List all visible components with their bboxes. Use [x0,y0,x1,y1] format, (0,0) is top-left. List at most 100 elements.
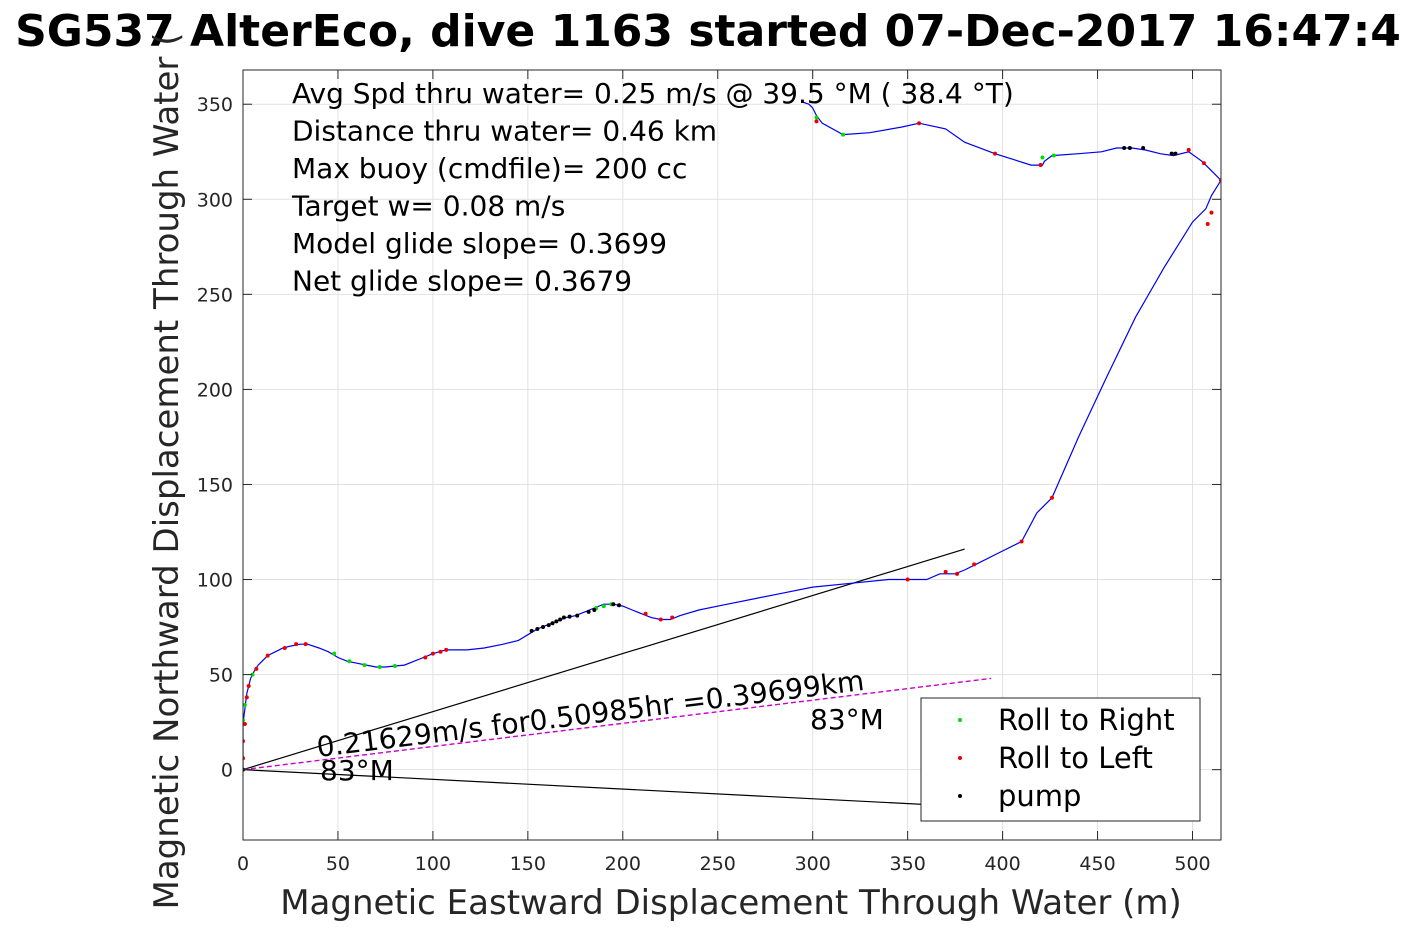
heading-line [243,548,965,771]
pump-marker [1169,151,1174,156]
legend-label: Roll to Left [998,741,1153,775]
track-markers [243,115,1221,772]
pump-marker [617,603,622,608]
roll-left-marker [955,571,960,576]
x-tick-label: 150 [510,853,546,875]
annotation-line: Net glide slope= 0.3679 [292,265,632,298]
pump-marker [550,621,555,626]
roll-right-marker [841,132,846,137]
roll-left-marker [1049,495,1054,500]
pump-marker [586,609,591,614]
roll-left-marker [658,617,663,622]
chart-title: SG537 AlterEco, dive 1163 started 07-Dec… [15,6,1401,57]
roll-left-marker [1201,161,1206,166]
legend-marker [958,718,962,722]
x-tick-label: 0 [237,853,249,875]
roll-left-marker [244,695,249,700]
roll-right-marker [347,659,352,664]
annotation-line: Model glide slope= 0.3699 [292,227,667,260]
roll-left-marker [430,651,435,656]
x-tick-label: 250 [700,853,736,875]
legend-marker [958,756,962,760]
pump-marker [561,615,566,620]
roll-right-marker [1040,155,1045,160]
pump-marker [1173,151,1178,156]
roll-left-marker [1205,222,1210,226]
pump-marker [575,613,580,618]
annotation-line: Target w= 0.08 m/s [291,190,565,223]
annotation-block: Avg Spd thru water= 0.25 m/s @ 39.5 °M (… [291,77,1014,298]
roll-left-marker [1186,147,1191,152]
x-tick-label: 200 [605,853,641,875]
legend-marker [958,794,962,798]
roll-right-marker [250,672,255,677]
x-tick-label: 450 [1079,853,1115,875]
roll-right-marker [377,664,382,669]
plot-frame [242,69,1222,841]
legend-box [920,697,1201,822]
x-tick-label: 100 [415,853,451,875]
x-axis-label: Magnetic Eastward Displacement Through W… [280,883,1182,923]
heading-label-start: 83°M [320,754,394,787]
roll-left-marker [438,649,443,654]
x-tick-label: 50 [326,853,350,875]
roll-left-marker [444,647,449,652]
pump-marker [1122,145,1127,150]
current-line [243,677,992,771]
roll-left-marker [972,562,977,567]
roll-left-marker [670,615,675,620]
annotation-line: Distance thru water= 0.46 km [292,115,717,148]
pump-marker [1127,145,1132,150]
roll-right-marker [392,664,397,669]
pump-marker [558,617,563,622]
x-tick-label: 400 [984,853,1020,875]
y-tick-label: 50 [209,665,233,687]
roll-left-marker [1038,163,1043,168]
roll-left-marker [246,684,251,688]
current-vector [243,677,992,771]
pump-marker [529,628,534,633]
roll-right-marker [332,651,337,656]
roll-right-marker [243,703,247,708]
x-tick-label: 350 [890,853,926,875]
annotation-line: Max buoy (cmdfile)= 200 cc [292,152,687,185]
roll-left-marker [814,119,819,124]
y-tick-label: 150 [197,474,233,496]
roll-left-marker [643,611,648,616]
heading-line [243,769,988,809]
pump-marker [546,623,551,628]
pump-marker [1141,145,1146,150]
legend: Roll to Right Roll to Left pump [920,697,1201,822]
axis-ticks [242,70,1221,840]
pump-marker [541,625,546,630]
x-tick-label: 300 [795,853,831,875]
roll-right-marker [601,604,606,609]
roll-right-marker [1051,153,1056,158]
y-tick-label: 250 [197,284,233,306]
y-tick-label: 200 [197,379,233,401]
roll-left-marker [294,642,299,647]
roll-right-marker [362,663,367,668]
roll-left-marker [303,642,308,647]
x-tick-label: 500 [1174,853,1210,875]
legend-label: Roll to Right [998,703,1175,737]
roll-right-marker [814,115,819,120]
roll-left-marker [1019,539,1024,544]
heading-label-end: 83°M [810,703,884,736]
roll-left-marker [993,151,998,156]
pump-marker [611,602,616,607]
legend-label: pump [998,779,1081,813]
roll-left-marker [1209,210,1214,215]
roll-left-marker [943,569,948,574]
roll-left-marker [282,645,287,650]
pump-marker [535,626,540,631]
pump-marker [567,614,572,619]
roll-left-marker [917,121,922,126]
roll-left-marker [265,653,270,658]
y-tick-label: 300 [197,189,233,211]
y-tick-labels: 0 50 100 150 200 250 300 350 [197,94,233,781]
y-tick-label: 350 [197,94,233,116]
x-tick-labels: 0 50 100 150 200 250 300 350 400 450 500 [237,853,1211,875]
roll-left-marker [905,577,910,582]
y-tick-label: 0 [221,760,233,782]
